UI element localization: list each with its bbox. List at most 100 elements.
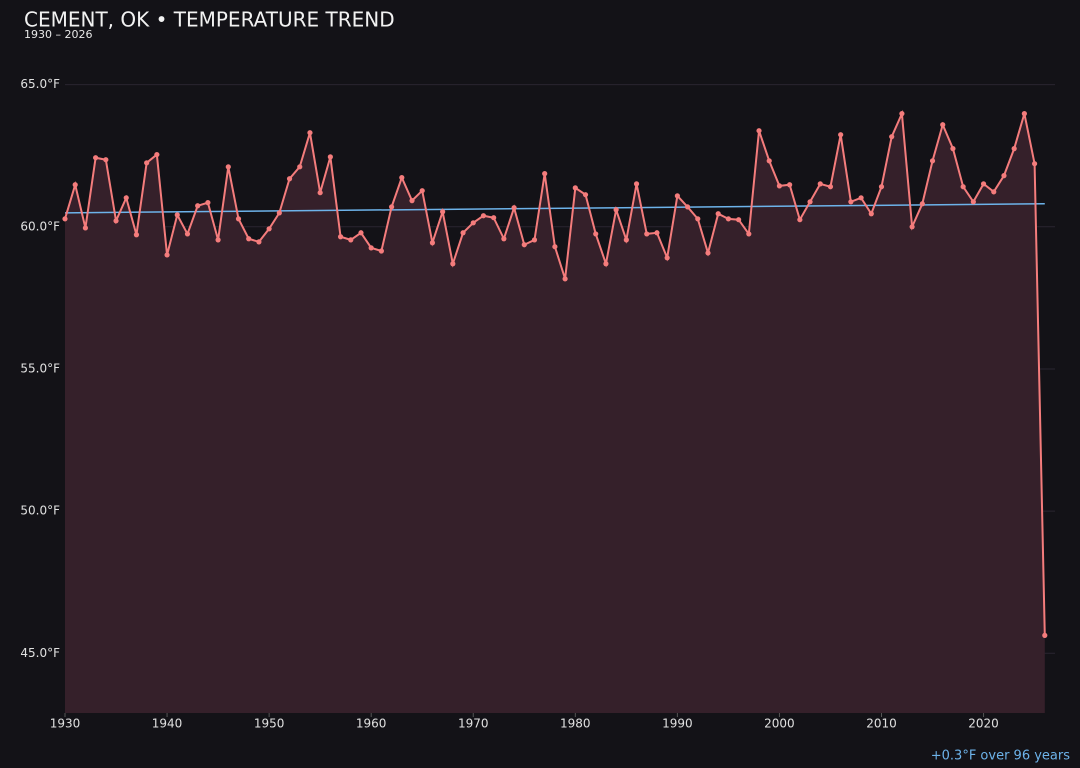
- point: [235, 216, 242, 222]
- x-tick-label: 1930: [50, 717, 81, 731]
- point: [705, 250, 711, 256]
- point: [327, 154, 333, 160]
- point: [123, 195, 129, 201]
- y-tick-label: 45.0°F: [20, 646, 60, 660]
- point: [297, 164, 303, 170]
- point: [133, 232, 140, 238]
- point: [164, 252, 170, 258]
- point: [684, 204, 691, 210]
- point: [399, 175, 405, 181]
- point: [562, 276, 568, 282]
- point: [623, 237, 629, 243]
- y-tick-label: 50.0°F: [20, 504, 60, 518]
- point: [286, 176, 293, 182]
- point: [429, 240, 436, 246]
- point: [307, 130, 313, 136]
- point: [797, 217, 803, 223]
- point: [633, 181, 640, 187]
- chart-subtitle: 1930 – 2026: [24, 28, 92, 41]
- x-tick-label: 1970: [458, 717, 489, 731]
- point: [593, 231, 599, 237]
- point: [358, 230, 364, 236]
- trend-line: [64, 203, 1045, 214]
- point: [950, 146, 956, 152]
- point: [542, 171, 548, 177]
- point: [991, 189, 997, 195]
- point: [858, 195, 864, 201]
- point: [899, 111, 905, 117]
- point: [654, 230, 660, 236]
- point: [337, 234, 344, 240]
- point: [72, 182, 78, 188]
- point: [388, 204, 395, 210]
- point: [572, 185, 578, 191]
- point: [552, 244, 558, 250]
- point: [531, 237, 538, 243]
- point: [256, 239, 262, 245]
- point: [970, 199, 976, 205]
- point: [878, 184, 885, 190]
- point: [817, 181, 823, 187]
- point: [868, 211, 874, 217]
- point: [368, 245, 374, 251]
- point: [348, 237, 354, 243]
- x-tick-label: 1980: [560, 717, 591, 731]
- point: [521, 242, 527, 248]
- point: [174, 212, 180, 218]
- point: [1042, 632, 1048, 638]
- point: [82, 225, 89, 231]
- point: [113, 218, 119, 224]
- point: [409, 198, 415, 204]
- point: [1011, 146, 1017, 152]
- point: [848, 199, 854, 205]
- point: [674, 193, 680, 199]
- x-tick-label: 1990: [662, 717, 693, 731]
- point: [511, 205, 517, 211]
- point: [919, 201, 925, 207]
- point: [62, 216, 68, 222]
- point: [1031, 161, 1038, 167]
- point: [501, 236, 507, 242]
- y-tick-label: 60.0°F: [20, 219, 60, 233]
- point: [93, 155, 99, 161]
- point: [807, 199, 813, 205]
- point: [725, 216, 732, 222]
- point: [644, 231, 650, 237]
- x-tick-label: 2010: [866, 717, 897, 731]
- x-tick-label: 1950: [254, 717, 285, 731]
- y-tick-label: 55.0°F: [20, 361, 60, 375]
- point: [480, 213, 487, 219]
- trend-annotation: +0.3°F over 96 years: [931, 749, 1070, 764]
- point: [960, 184, 966, 190]
- point: [460, 230, 466, 236]
- point: [736, 217, 742, 223]
- point: [766, 158, 772, 164]
- point: [378, 248, 384, 254]
- point: [929, 158, 936, 164]
- y-tick-label: 65.0°F: [20, 77, 60, 91]
- point: [695, 216, 701, 222]
- point: [419, 188, 425, 194]
- point: [154, 151, 160, 158]
- point: [980, 181, 987, 187]
- point: [1001, 173, 1007, 179]
- point: [889, 134, 895, 140]
- x-tick-label: 2020: [968, 717, 999, 731]
- point: [756, 128, 762, 134]
- chart-title: CEMENT, OK • TEMPERATURE TREND: [24, 8, 395, 32]
- point: [664, 255, 670, 261]
- point: [440, 209, 446, 215]
- x-tick-label: 2000: [764, 717, 795, 731]
- point: [940, 122, 946, 128]
- point: [746, 231, 752, 237]
- point: [838, 132, 844, 138]
- x-tick-label: 1940: [152, 717, 183, 731]
- point: [470, 220, 476, 226]
- point: [195, 203, 201, 209]
- point: [276, 210, 282, 216]
- point: [225, 164, 231, 170]
- point: [103, 157, 109, 163]
- point: [317, 190, 323, 196]
